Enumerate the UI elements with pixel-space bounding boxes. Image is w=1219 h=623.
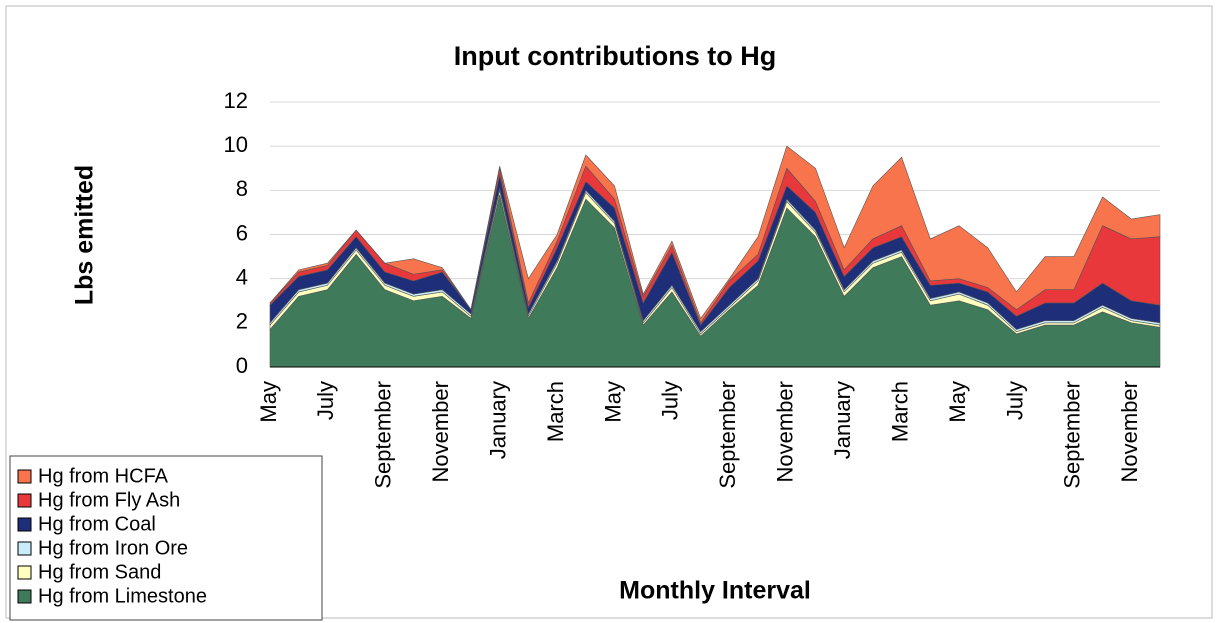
x-tick-label: March xyxy=(887,381,912,442)
legend-label: Hg from Fly Ash xyxy=(38,489,180,511)
x-tick-label: March xyxy=(543,381,568,442)
legend-swatch xyxy=(17,517,32,532)
x-tick-label: January xyxy=(830,381,855,459)
legend-swatch xyxy=(17,493,32,508)
y-tick-label: 6 xyxy=(236,220,248,245)
y-tick-label: 2 xyxy=(236,309,248,334)
y-tick-label: 0 xyxy=(236,353,248,378)
legend-swatch xyxy=(17,469,32,484)
x-tick-label: July xyxy=(658,381,683,420)
x-tick-label: September xyxy=(715,381,740,489)
legend-label: Hg from Coal xyxy=(38,513,156,535)
legend-label: Hg from HCFA xyxy=(38,465,169,487)
x-tick-label: September xyxy=(371,381,396,489)
x-tick-label: January xyxy=(485,381,510,459)
area xyxy=(269,145,1161,324)
legend-swatch xyxy=(17,565,32,580)
legend-box xyxy=(9,455,323,621)
legend-label: Hg from Limestone xyxy=(38,585,207,607)
x-tick-label: July xyxy=(313,381,338,420)
y-axis-title: Lbs emitted xyxy=(71,165,99,305)
y-tick-label: 8 xyxy=(236,176,248,201)
x-tick-label: November xyxy=(773,381,798,482)
x-tick-label: November xyxy=(428,381,453,482)
x-tick-label: July xyxy=(1002,381,1027,420)
x-tick-label: May xyxy=(600,381,625,423)
x-tick-label: May xyxy=(945,381,970,423)
legend-label: Hg from Sand xyxy=(38,561,161,583)
legend-label: Hg from Iron Ore xyxy=(38,537,188,559)
y-tick-label: 10 xyxy=(224,132,248,157)
legend-swatch xyxy=(17,589,32,604)
x-axis-title: Monthly Interval xyxy=(619,577,811,605)
x-tick-label: September xyxy=(1060,381,1085,489)
x-tick-label: May xyxy=(256,381,281,423)
x-tick-label: November xyxy=(1117,381,1142,482)
y-tick-label: 12 xyxy=(224,88,248,113)
legend-swatch xyxy=(17,541,32,556)
chart-title: Input contributions to Hg xyxy=(454,41,776,71)
y-tick-label: 4 xyxy=(236,264,248,289)
